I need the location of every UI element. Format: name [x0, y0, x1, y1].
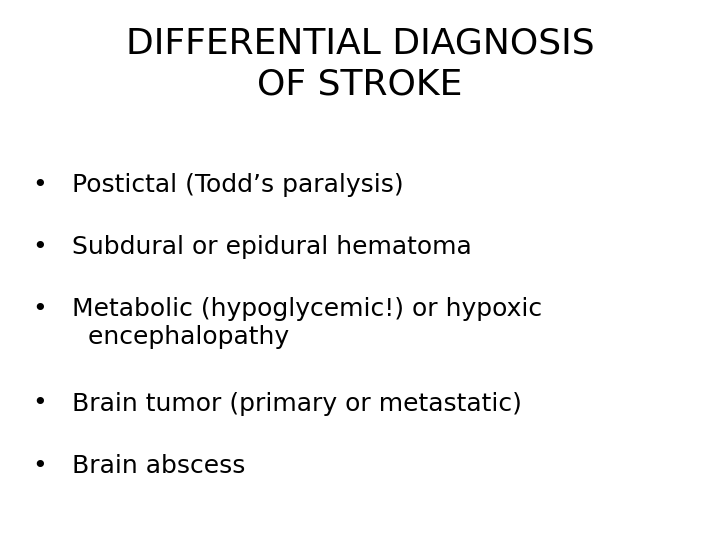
- Text: Metabolic (hypoglycemic!) or hypoxic
  encephalopathy: Metabolic (hypoglycemic!) or hypoxic enc…: [72, 297, 542, 349]
- Text: •: •: [32, 297, 47, 321]
- Text: •: •: [32, 454, 47, 477]
- Text: •: •: [32, 392, 47, 415]
- Text: Postictal (Todd’s paralysis): Postictal (Todd’s paralysis): [72, 173, 404, 197]
- Text: Brain abscess: Brain abscess: [72, 454, 246, 477]
- Text: DIFFERENTIAL DIAGNOSIS
OF STROKE: DIFFERENTIAL DIAGNOSIS OF STROKE: [126, 27, 594, 102]
- Text: •: •: [32, 235, 47, 259]
- Text: Brain tumor (primary or metastatic): Brain tumor (primary or metastatic): [72, 392, 522, 415]
- Text: •: •: [32, 173, 47, 197]
- Text: Subdural or epidural hematoma: Subdural or epidural hematoma: [72, 235, 472, 259]
